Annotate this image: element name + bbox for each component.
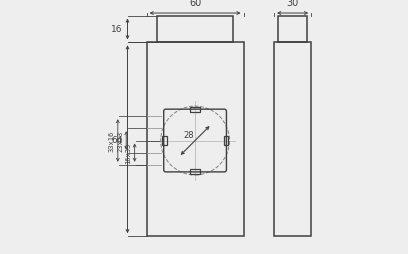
- Bar: [162, 136, 166, 146]
- Text: 23x23: 23x23: [117, 130, 123, 152]
- Bar: [146, 43, 244, 236]
- Text: 16x33: 16x33: [126, 142, 131, 164]
- Bar: [191, 169, 200, 174]
- Bar: [224, 136, 228, 146]
- Text: 33x16: 33x16: [109, 130, 115, 152]
- Bar: [191, 108, 200, 113]
- Bar: [274, 43, 311, 236]
- Text: 30: 30: [286, 0, 299, 8]
- Text: 60: 60: [189, 0, 201, 8]
- Text: 16: 16: [111, 25, 123, 34]
- Bar: [157, 17, 233, 43]
- Bar: [278, 17, 307, 43]
- Text: 64: 64: [111, 135, 123, 144]
- Text: 28: 28: [183, 131, 194, 140]
